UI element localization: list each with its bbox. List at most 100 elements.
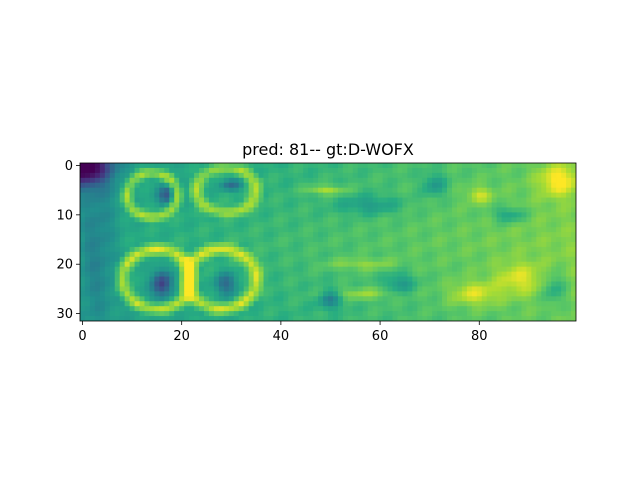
heatmap-cell bbox=[104, 207, 111, 213]
heatmap-cell bbox=[437, 163, 443, 169]
heatmap-cell bbox=[571, 172, 576, 179]
heatmap-cell bbox=[169, 202, 175, 208]
heatmap-cell bbox=[323, 301, 329, 307]
heatmap-cell bbox=[208, 246, 215, 253]
heatmap-cell bbox=[233, 311, 240, 317]
heatmap-cell bbox=[452, 281, 458, 287]
heatmap-cell bbox=[228, 207, 235, 213]
heatmap-cell bbox=[392, 246, 398, 253]
heatmap-cell bbox=[556, 301, 562, 307]
heatmap-cell bbox=[362, 212, 369, 218]
heatmap-cell bbox=[184, 276, 190, 282]
heatmap-cell bbox=[144, 207, 150, 213]
heatmap-cell bbox=[486, 207, 493, 213]
heatmap-cell bbox=[456, 197, 463, 203]
heatmap-cell bbox=[318, 202, 324, 208]
heatmap-cell bbox=[288, 163, 294, 169]
heatmap-cell bbox=[402, 291, 408, 297]
heatmap-cell bbox=[298, 217, 304, 223]
heatmap-image bbox=[80, 163, 576, 321]
heatmap-cell bbox=[382, 172, 388, 179]
heatmap-cell bbox=[556, 217, 562, 223]
heatmap-cell bbox=[556, 281, 562, 287]
heatmap-cell bbox=[159, 192, 165, 198]
heatmap-cell bbox=[536, 217, 542, 223]
heatmap-cell bbox=[283, 286, 289, 292]
heatmap-cell bbox=[169, 266, 175, 273]
heatmap-cell bbox=[328, 237, 334, 243]
heatmap-cell bbox=[427, 227, 433, 233]
heatmap-cell bbox=[104, 172, 111, 179]
heatmap-cell bbox=[303, 187, 309, 194]
heatmap-cell bbox=[313, 177, 319, 184]
heatmap-cell bbox=[556, 266, 562, 273]
heatmap-cell bbox=[149, 167, 155, 174]
heatmap-cell bbox=[313, 251, 319, 258]
heatmap-cell bbox=[521, 182, 527, 189]
heatmap-cell bbox=[84, 167, 91, 174]
heatmap-cell bbox=[476, 256, 483, 263]
heatmap-cell bbox=[496, 271, 502, 277]
heatmap-cell bbox=[144, 212, 150, 218]
heatmap-cell bbox=[179, 266, 185, 273]
heatmap-cell bbox=[114, 276, 121, 282]
heatmap-cell bbox=[367, 261, 374, 268]
heatmap-cell bbox=[571, 276, 576, 282]
heatmap-cell bbox=[80, 192, 86, 198]
heatmap-cell bbox=[104, 271, 111, 277]
heatmap-cell bbox=[447, 212, 453, 218]
heatmap-cell bbox=[466, 281, 473, 287]
heatmap-cell bbox=[114, 256, 121, 263]
heatmap-cell bbox=[372, 232, 378, 238]
heatmap-cell bbox=[238, 222, 245, 228]
heatmap-cell bbox=[342, 311, 349, 317]
heatmap-cell bbox=[228, 251, 235, 258]
heatmap-cell bbox=[174, 202, 180, 208]
heatmap-cell bbox=[461, 276, 468, 282]
heatmap-cell bbox=[357, 291, 364, 297]
heatmap-cell bbox=[84, 202, 91, 208]
heatmap-cell bbox=[387, 316, 393, 321]
heatmap-cell bbox=[268, 212, 274, 218]
heatmap-cell bbox=[452, 182, 458, 189]
heatmap-cell bbox=[154, 281, 160, 287]
heatmap-cell bbox=[114, 172, 121, 179]
heatmap-cell bbox=[114, 232, 121, 238]
heatmap-cell bbox=[332, 202, 339, 208]
heatmap-cell bbox=[308, 311, 314, 317]
heatmap-cell bbox=[407, 242, 413, 248]
heatmap-cell bbox=[456, 232, 463, 238]
heatmap-cell bbox=[377, 187, 383, 194]
heatmap-cell bbox=[551, 197, 557, 203]
heatmap-cell bbox=[526, 311, 532, 317]
heatmap-cell bbox=[566, 296, 572, 302]
heatmap-cell bbox=[273, 296, 279, 302]
heatmap-cell bbox=[481, 177, 488, 184]
heatmap-cell bbox=[283, 296, 289, 302]
heatmap-cell bbox=[412, 291, 418, 297]
heatmap-cell bbox=[432, 261, 438, 268]
heatmap-cell bbox=[526, 167, 532, 174]
heatmap-cell bbox=[119, 246, 126, 253]
heatmap-cell bbox=[84, 311, 91, 317]
heatmap-cell bbox=[352, 316, 359, 321]
heatmap-cell bbox=[164, 192, 170, 198]
heatmap-cell bbox=[159, 296, 165, 302]
heatmap-cell bbox=[422, 296, 428, 302]
heatmap-cell bbox=[531, 217, 537, 223]
heatmap-cell bbox=[382, 207, 388, 213]
heatmap-cell bbox=[174, 222, 180, 228]
heatmap-cell bbox=[283, 177, 289, 184]
heatmap-cell bbox=[337, 261, 344, 268]
heatmap-cell bbox=[243, 192, 250, 198]
heatmap-cell bbox=[164, 291, 170, 297]
heatmap-cell bbox=[402, 177, 408, 184]
heatmap-cell bbox=[566, 311, 572, 317]
heatmap-cell bbox=[119, 242, 126, 248]
heatmap-cell bbox=[447, 291, 453, 297]
heatmap-cell bbox=[293, 167, 299, 174]
heatmap-cell bbox=[258, 301, 264, 307]
heatmap-cell bbox=[491, 192, 498, 198]
heatmap-cell bbox=[303, 286, 309, 292]
heatmap-cell bbox=[104, 232, 111, 238]
